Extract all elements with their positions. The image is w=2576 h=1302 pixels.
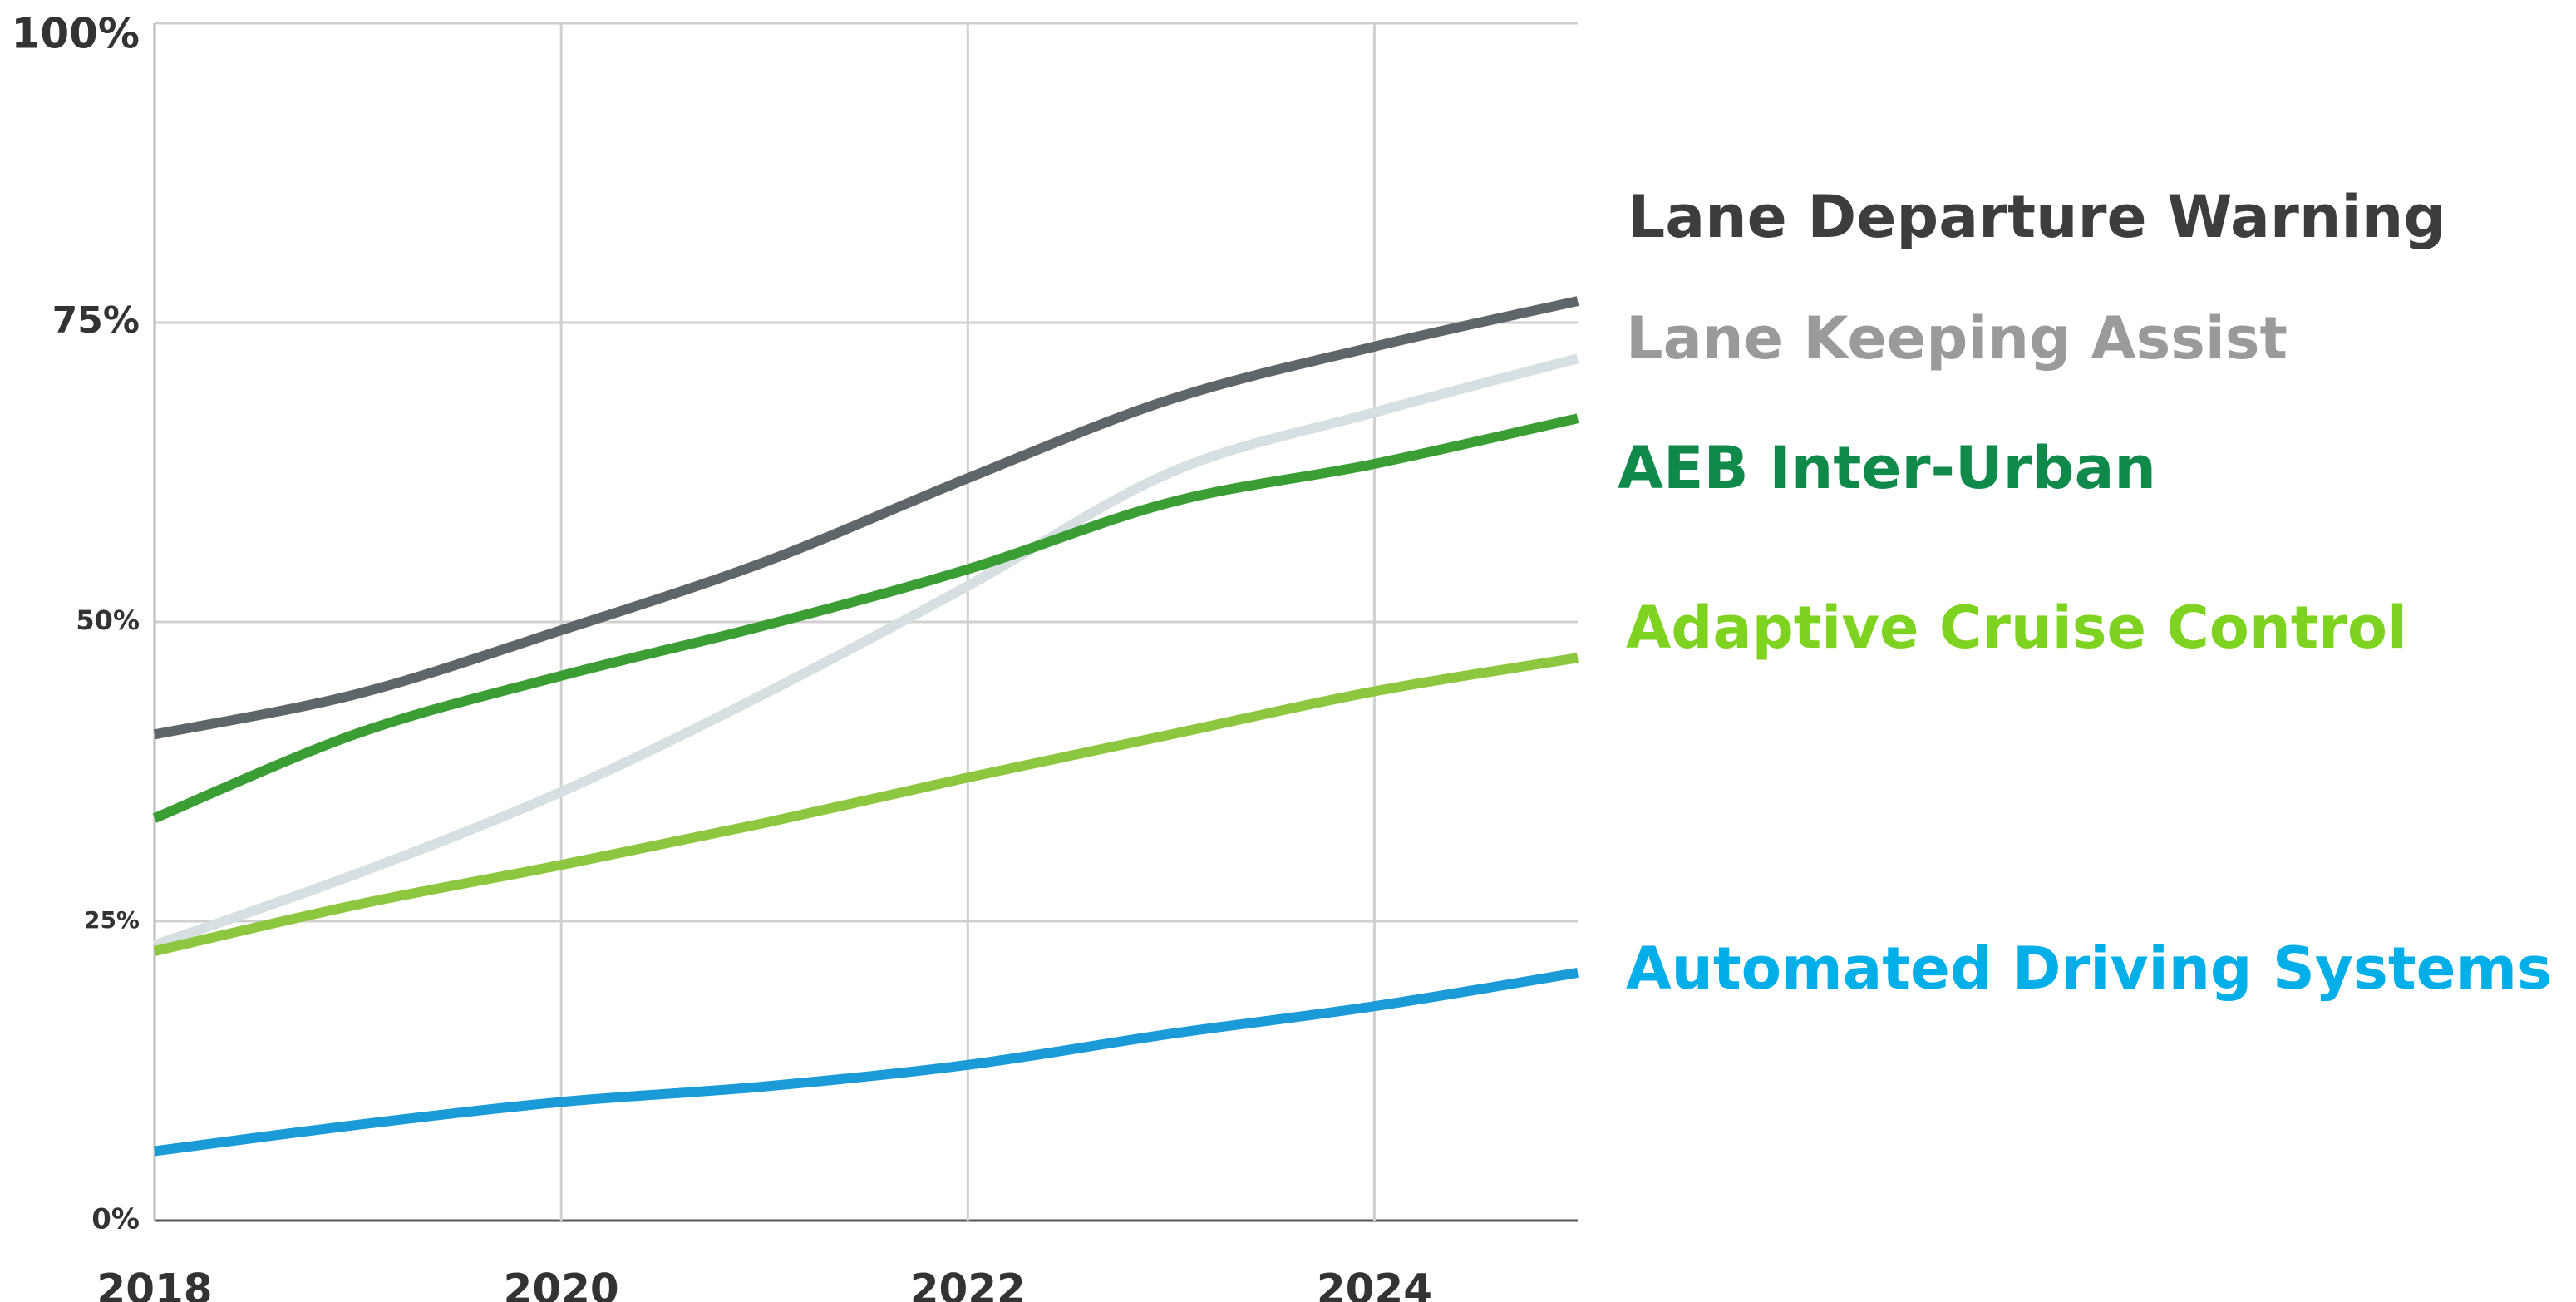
y-tick-label: 25% xyxy=(84,906,140,934)
x-tick-label: 2022 xyxy=(910,1265,1026,1302)
series-line xyxy=(153,296,1579,740)
series-line xyxy=(154,967,1579,1157)
legend-label: Lane Keeping Assist xyxy=(1626,304,2288,372)
series-line xyxy=(153,353,1579,950)
x-tick-label: 2018 xyxy=(96,1265,212,1302)
legend-label: Automated Driving Systems xyxy=(1626,935,2552,1003)
x-tick-label: 2024 xyxy=(1317,1265,1432,1302)
series-line xyxy=(152,413,1579,823)
y-tick-label: 50% xyxy=(76,604,140,636)
legend-label: Adaptive Cruise Control xyxy=(1626,594,2407,662)
y-tick-label: 75% xyxy=(52,299,140,342)
legend-label: Lane Departure Warning xyxy=(1628,183,2445,251)
y-tick-label: 100% xyxy=(12,10,140,58)
legend-label: AEB Inter-Urban xyxy=(1618,434,2156,502)
y-tick-label: 0% xyxy=(91,1203,140,1236)
x-tick-label: 2020 xyxy=(504,1265,619,1302)
series-line xyxy=(153,653,1579,956)
